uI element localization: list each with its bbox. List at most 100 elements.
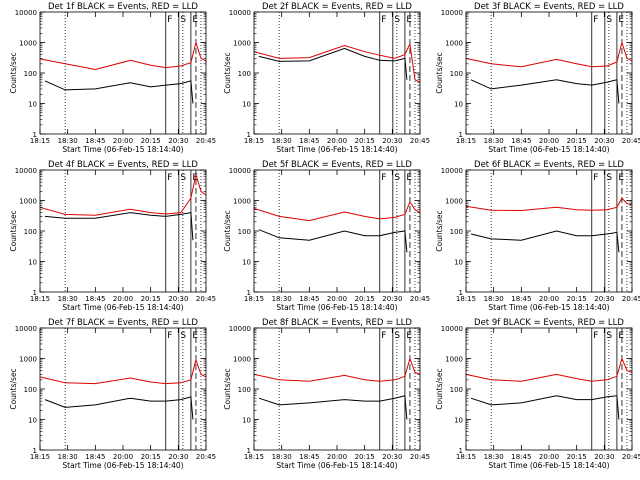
marker-label: S bbox=[394, 15, 400, 25]
y-axis-label: Counts/sec bbox=[9, 210, 18, 251]
x-tick-label: 20:00 bbox=[327, 453, 347, 461]
x-tick-label: 20:15 bbox=[141, 295, 161, 303]
panel-title: Det 8f BLACK = Events, RED = LLD bbox=[262, 318, 412, 328]
x-axis-label: Start Time (06-Feb-15 18:14:40) bbox=[62, 461, 183, 470]
y-tick-label: 10000 bbox=[441, 325, 463, 333]
lld-series-line bbox=[253, 42, 421, 83]
y-axis-label: Counts/sec bbox=[223, 210, 232, 251]
panel-3: Det 3f BLACK = Events, RED = LLD F S E 1 10 10… bbox=[435, 2, 640, 154]
x-tick-label: 18:30 bbox=[272, 295, 292, 303]
panel-1: Det 1f BLACK = Events, RED = LLD F S E 1 10 10… bbox=[9, 2, 216, 154]
y-tick-label: 1000 bbox=[233, 356, 251, 364]
y-tick-label: 100 bbox=[450, 228, 463, 236]
x-tick-label: 18:15 bbox=[30, 137, 50, 145]
y-axis-label: Counts/sec bbox=[435, 210, 444, 251]
x-tick-label: 18:30 bbox=[58, 295, 78, 303]
x-tick-label: 20:00 bbox=[113, 295, 133, 303]
y-tick-label: 10 bbox=[454, 417, 463, 425]
y-tick-label: 1000 bbox=[445, 198, 463, 206]
x-tick-label: 18:45 bbox=[299, 453, 319, 461]
x-tick-label: 20:30 bbox=[382, 137, 402, 145]
y-tick-label: 10000 bbox=[229, 167, 251, 175]
x-tick-label: 18:30 bbox=[58, 453, 78, 461]
x-tick-label: 20:00 bbox=[539, 295, 559, 303]
x-tick-label: 20:00 bbox=[327, 295, 347, 303]
y-axis-label: Counts/sec bbox=[9, 52, 18, 93]
x-tick-label: 18:15 bbox=[30, 295, 50, 303]
marker-label: F bbox=[381, 331, 386, 341]
panel-title: Det 2f BLACK = Events, RED = LLD bbox=[262, 2, 412, 12]
marker-label: F bbox=[381, 15, 386, 25]
x-tick-label: 18:30 bbox=[272, 137, 292, 145]
y-tick-label: 1 bbox=[247, 447, 251, 455]
x-tick-label: 20:15 bbox=[141, 453, 161, 461]
panel-title: Det 1f BLACK = Events, RED = LLD bbox=[48, 2, 198, 12]
x-tick-label: 18:45 bbox=[511, 137, 531, 145]
marker-label: S bbox=[394, 331, 400, 341]
panel-9: Det 9f BLACK = Events, RED = LLD F S E 1 10 10… bbox=[435, 318, 640, 470]
y-tick-label: 100 bbox=[238, 228, 251, 236]
x-tick-label: 20:45 bbox=[622, 453, 640, 461]
x-tick-label: 20:45 bbox=[410, 295, 430, 303]
panel-2: Det 2f BLACK = Events, RED = LLD F S E 1 10 10… bbox=[223, 2, 430, 154]
lld-series-line bbox=[465, 356, 633, 382]
y-tick-label: 100 bbox=[24, 70, 37, 78]
x-tick-label: 18:15 bbox=[30, 453, 50, 461]
x-tick-label: 18:15 bbox=[244, 295, 264, 303]
x-tick-label: 18:30 bbox=[272, 453, 292, 461]
x-axis-label: Start Time (06-Feb-15 18:14:40) bbox=[488, 461, 609, 470]
x-tick-label: 20:15 bbox=[567, 453, 587, 461]
x-tick-label: 20:45 bbox=[196, 137, 216, 145]
x-tick-label: 20:15 bbox=[355, 453, 375, 461]
x-tick-label: 20:30 bbox=[594, 137, 614, 145]
marker-label: S bbox=[394, 173, 400, 183]
y-tick-label: 1 bbox=[33, 447, 37, 455]
marker-label: F bbox=[167, 331, 172, 341]
y-tick-label: 1000 bbox=[19, 198, 37, 206]
events-series-line bbox=[470, 79, 620, 104]
x-tick-label: 18:30 bbox=[484, 137, 504, 145]
y-tick-label: 1 bbox=[247, 289, 251, 297]
x-tick-label: 18:45 bbox=[511, 295, 531, 303]
panel-5: Det 5f BLACK = Events, RED = LLD F S E 1 10 10… bbox=[223, 160, 430, 312]
y-tick-label: 10000 bbox=[15, 9, 37, 17]
y-tick-label: 1 bbox=[459, 447, 463, 455]
y-tick-label: 10000 bbox=[229, 325, 251, 333]
y-tick-label: 10 bbox=[28, 417, 37, 425]
y-tick-label: 1000 bbox=[445, 40, 463, 48]
x-tick-label: 20:15 bbox=[567, 295, 587, 303]
marker-label: E bbox=[618, 15, 624, 25]
x-tick-label: 18:45 bbox=[85, 295, 105, 303]
x-tick-label: 20:45 bbox=[196, 295, 216, 303]
x-tick-label: 20:30 bbox=[382, 295, 402, 303]
x-tick-label: 20:30 bbox=[594, 453, 614, 461]
panel-6: Det 6f BLACK = Events, RED = LLD F S E 1 10 10… bbox=[435, 160, 640, 312]
events-series-line bbox=[470, 395, 620, 420]
x-tick-label: 20:00 bbox=[113, 453, 133, 461]
marker-label: E bbox=[406, 15, 412, 25]
x-tick-label: 18:45 bbox=[299, 137, 319, 145]
x-tick-label: 20:30 bbox=[168, 137, 188, 145]
y-tick-label: 10000 bbox=[441, 167, 463, 175]
y-tick-label: 1 bbox=[247, 131, 251, 139]
x-tick-label: 18:15 bbox=[456, 295, 476, 303]
marker-label: E bbox=[406, 331, 412, 341]
events-series-line bbox=[44, 396, 194, 420]
x-tick-label: 18:15 bbox=[456, 453, 476, 461]
marker-label: S bbox=[606, 331, 612, 341]
x-tick-label: 18:30 bbox=[484, 295, 504, 303]
marker-label: S bbox=[606, 173, 612, 183]
y-tick-label: 1 bbox=[33, 131, 37, 139]
x-tick-label: 20:15 bbox=[355, 137, 375, 145]
marker-label: S bbox=[180, 173, 186, 183]
marker-label: S bbox=[180, 15, 186, 25]
x-tick-label: 20:45 bbox=[410, 137, 430, 145]
events-series-line bbox=[44, 80, 194, 104]
x-tick-label: 20:15 bbox=[141, 137, 161, 145]
x-tick-label: 20:15 bbox=[567, 137, 587, 145]
x-tick-label: 20:45 bbox=[196, 453, 216, 461]
y-tick-label: 10000 bbox=[15, 167, 37, 175]
marker-label: F bbox=[593, 173, 598, 183]
